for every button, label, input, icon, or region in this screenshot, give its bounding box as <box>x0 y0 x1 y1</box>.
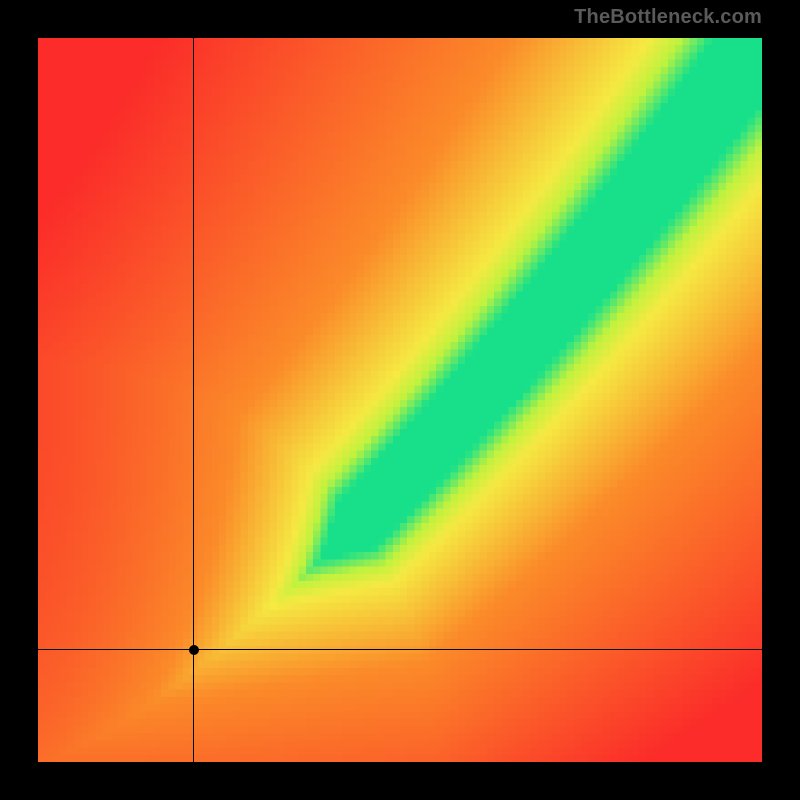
heatmap-plot <box>38 38 762 762</box>
crosshair-point <box>189 645 199 655</box>
watermark-text: TheBottleneck.com <box>574 6 762 29</box>
crosshair-horizontal <box>38 649 762 650</box>
heatmap-canvas <box>38 38 762 762</box>
